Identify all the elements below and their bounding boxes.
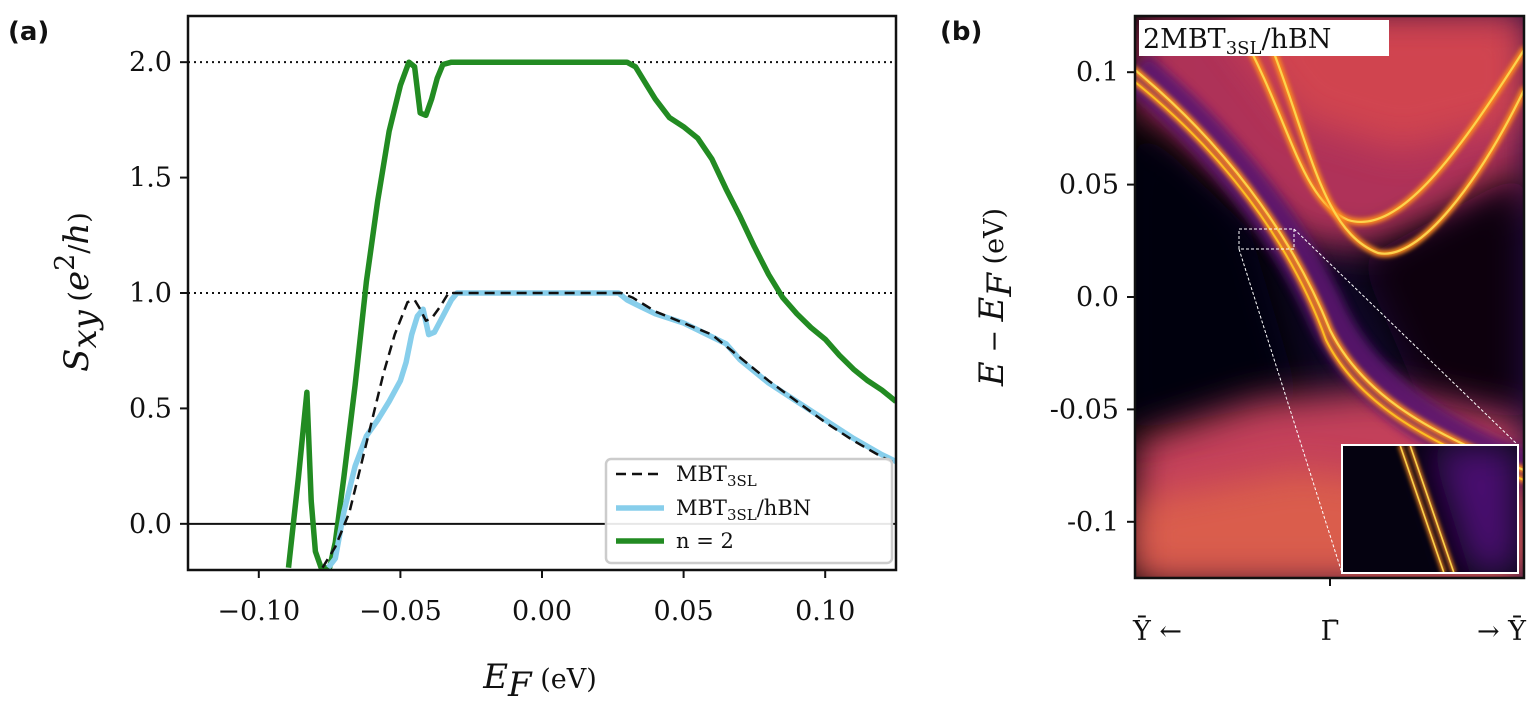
y-tick-label-b: 0.1 bbox=[1076, 57, 1119, 88]
series-n2-line bbox=[285, 59, 896, 570]
panel-a-label: (a) bbox=[8, 17, 49, 47]
y-tick-label: 1.0 bbox=[129, 278, 172, 309]
x-tick-gamma: Γ̄ bbox=[1321, 616, 1340, 647]
heatmap-image bbox=[1135, 16, 1524, 578]
y-ticks-a: 0.0 0.5 1.0 1.5 2.0 bbox=[129, 47, 188, 540]
y-ticks-b: 0.1 0.05 0.0 -0.05 -0.1 bbox=[1050, 57, 1135, 538]
zoom-guide-left bbox=[1238, 248, 1343, 574]
series-mbt-line bbox=[321, 291, 896, 569]
annotation-box bbox=[1139, 20, 1389, 56]
y-tick-label: 0.5 bbox=[129, 393, 172, 424]
y-tick-label: 1.5 bbox=[129, 163, 172, 194]
y-tick-label: 0.0 bbox=[129, 509, 172, 540]
x-tick-label: 0.05 bbox=[654, 596, 714, 627]
zoom-guide-right bbox=[1293, 228, 1519, 446]
x-tick-label: −0.05 bbox=[359, 596, 442, 627]
panel-b: (b) bbox=[940, 14, 1527, 647]
inset-zoom bbox=[1341, 444, 1519, 574]
legend-entry-mbt: MBT3SL bbox=[676, 462, 757, 490]
x-axis-label-a: EF (eV) bbox=[482, 657, 597, 705]
y-axis-label-b: E − EF (eV) bbox=[972, 208, 1020, 387]
panel-a: (a) −0.10 −0.05 0.00 0.05 0.10 0.0 0.5 1.0 1.5 2… bbox=[8, 14, 898, 705]
x-tick-ybar-right: → Ȳ bbox=[1477, 614, 1527, 647]
legend-entry-mbt-hbn: MBT3SL/hBN bbox=[676, 496, 811, 524]
y-tick-label-b: 0.0 bbox=[1076, 282, 1119, 313]
panel-b-label: (b) bbox=[940, 17, 982, 47]
x-tick-label: 0.10 bbox=[795, 596, 855, 627]
zoom-region-box bbox=[1238, 228, 1295, 250]
y-axis-label-a: Sxy (e2/h) bbox=[50, 212, 105, 372]
legend-a: MBT3SL MBT3SL/hBN n = 2 bbox=[604, 457, 894, 565]
x-tick-label: 0.00 bbox=[512, 596, 572, 627]
x-tick-label: −0.10 bbox=[217, 596, 300, 627]
y-tick-label-b: -0.1 bbox=[1067, 507, 1119, 538]
x-tick-ybar-left: Ȳ ← bbox=[1132, 614, 1182, 647]
annotation-label: 2MBT3SL/hBN bbox=[1143, 24, 1331, 59]
legend-entry-n2: n = 2 bbox=[676, 529, 734, 553]
legend-box bbox=[604, 457, 894, 565]
x-ticks-a: −0.10 −0.05 0.00 0.05 0.10 bbox=[217, 570, 855, 627]
y-tick-label: 2.0 bbox=[129, 47, 172, 78]
y-tick-label-b: -0.05 bbox=[1050, 394, 1119, 425]
y-tick-label-b: 0.05 bbox=[1059, 170, 1119, 201]
series-mbt-hbn-line bbox=[326, 290, 896, 570]
